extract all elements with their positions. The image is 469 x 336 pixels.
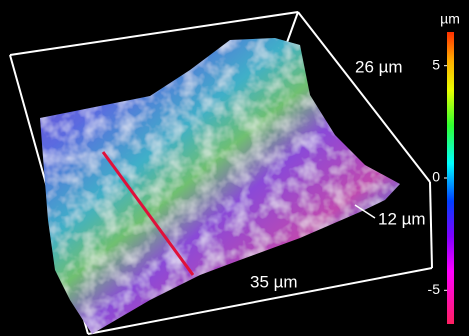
colorbar-tick-label: 0 [432,169,440,185]
surface-figure: 26 µm 12 µm 35 µm µm 5 0 -5 [0,0,469,336]
depth-label: 26 µm [355,57,403,76]
colorbar-tick-label: -5 [428,281,441,297]
height-label: 12 µm [378,209,426,228]
width-label: 35 µm [250,272,298,291]
colorbar-ticks: 5 0 -5 [428,56,447,297]
colorbar-tick-label: 5 [432,56,440,72]
colorbar-title: µm [440,11,460,27]
surface [40,38,400,334]
colorbar [447,32,454,324]
